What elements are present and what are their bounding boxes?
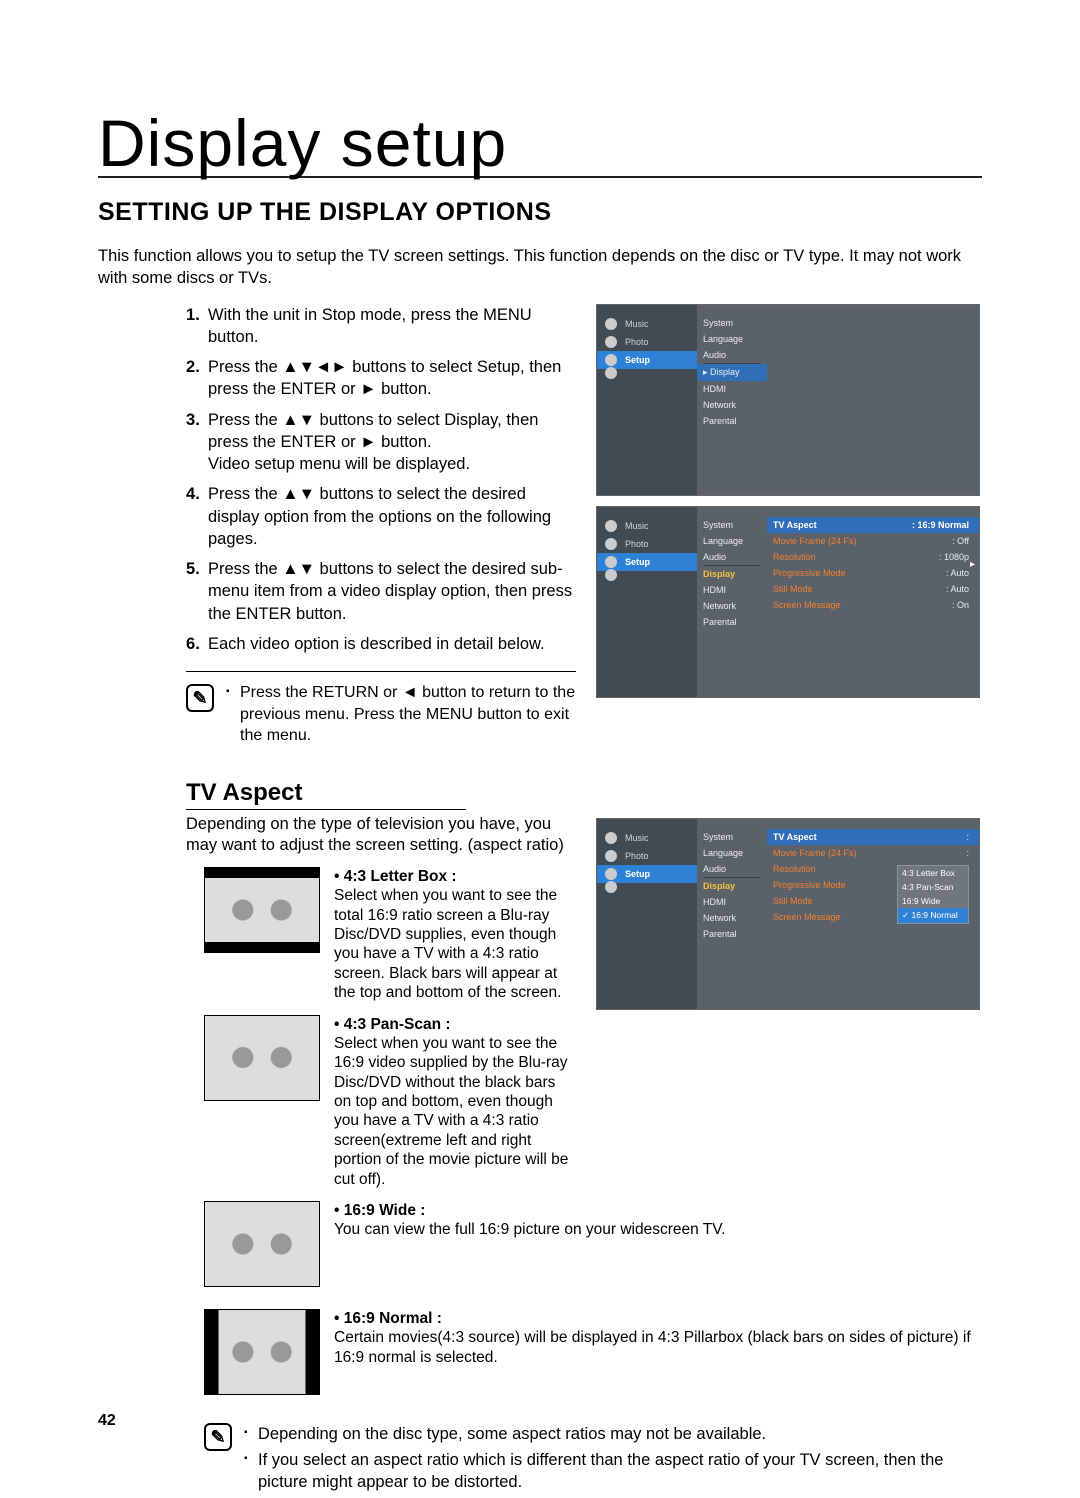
osd2-row-screenmsg: Screen MessageOn [767,597,979,613]
step-6: Each video option is described in detail… [186,633,576,655]
note-icon-2: ✎ [204,1423,232,1451]
aspect-item-normal: 16:9 Normal : Certain movies(4:3 source)… [204,1309,982,1395]
osd3-nav-photo: Photo [597,847,697,865]
osd3-nav-music: Music [597,829,697,847]
osd3-popup-2: 16:9 Wide [898,894,968,908]
osd3-menu-system: System [697,829,767,845]
osd2-menu-display: Display [697,566,767,582]
section-heading: SETTING UP THE DISPLAY OPTIONS [98,198,982,227]
aspect-text-2: You can view the full 16:9 picture on yo… [334,1220,982,1239]
osd2-menu-audio: Audio [697,549,767,565]
note-list-1: Press the RETURN or ◄ button to return t… [226,682,576,751]
osd3-popup-0: 4:3 Letter Box [898,866,968,880]
aspect-title-1: 4:3 Pan-Scan : [334,1015,576,1034]
footer-note-2: If you select an aspect ratio which is d… [244,1449,982,1494]
aspect-item-wide: 16:9 Wide : You can view the full 16:9 p… [204,1201,982,1287]
thumb-wide [204,1201,320,1287]
aspect-item-letterbox: 4:3 Letter Box : Select when you want to… [204,867,576,1003]
note-1: Press the RETURN or ◄ button to return t… [226,682,576,747]
osd1-menu-language: Language [697,331,767,347]
osd1-menu-hdmi: HDMI [697,381,767,397]
osd1-menu-display: Display [697,364,767,381]
osd2-nav-blank [597,571,697,579]
osd1-nav-blank [597,369,697,377]
osd-screenshot-2: Music Photo Setup System Language Audio … [596,506,980,698]
intro-text: This function allows you to setup the TV… [98,245,982,290]
osd3-popup-3: ✓ 16:9 Normal [898,908,968,923]
step-2: Press the ▲▼◄► buttons to select Setup, … [186,356,576,401]
step-3: Press the ▲▼ buttons to select Display, … [186,409,576,476]
osd2-menu-network: Network [697,598,767,614]
aspect-item-panscan: 4:3 Pan-Scan : Select when you want to s… [204,1015,576,1189]
osd2-menu-hdmi: HDMI [697,582,767,598]
osd-screenshot-1: Music Photo Setup System Language Audio … [596,304,980,496]
osd1-menu-system: System [697,315,767,331]
osd2-menu-language: Language [697,533,767,549]
osd2-row-aspect: TV Aspect16:9 Normal [767,517,979,533]
step-1: With the unit in Stop mode, press the ME… [186,304,576,349]
osd3-menu-network: Network [697,910,767,926]
thumb-letterbox [204,867,320,953]
aspect-text-3: Certain movies(4:3 source) will be displ… [334,1328,982,1367]
osd1-menu-audio: Audio [697,347,767,363]
osd2-menu-system: System [697,517,767,533]
osd2-row-progressive: Progressive ModeAuto [767,565,979,581]
osd3-popup-1: 4:3 Pan-Scan [898,880,968,894]
page-title: Display setup [98,110,982,178]
osd2-row-stillmode: Still ModeAuto [767,581,979,597]
aspect-text-0: Select when you want to see the total 16… [334,886,576,1002]
aspect-title-0: 4:3 Letter Box : [334,867,576,886]
tv-aspect-intro: Depending on the type of television you … [186,814,576,857]
osd2-nav-photo: Photo [597,535,697,553]
osd3-popup: 4:3 Letter Box 4:3 Pan-Scan 16:9 Wide ✓ … [897,865,969,924]
note-icon: ✎ [186,684,214,712]
step-4: Press the ▲▼ buttons to select the desir… [186,483,576,550]
osd3-row-aspect: TV Aspect: [767,829,979,845]
divider [186,671,576,672]
osd1-nav-music: Music [597,315,697,333]
osd3-menu-audio: Audio [697,861,767,877]
osd-screenshot-3: Music Photo Setup System Language Audio … [596,818,980,1010]
osd3-row-movieframe: Movie Frame (24 Fs): [767,845,979,861]
osd3-menu-hdmi: HDMI [697,894,767,910]
osd3-nav-blank [597,883,697,891]
osd3-menu-display: Display [697,878,767,894]
osd3-menu-language: Language [697,845,767,861]
osd2-row-movieframe: Movie Frame (24 Fs)Off [767,533,979,549]
chevron-right-icon: ▸ [970,559,975,570]
step-5: Press the ▲▼ buttons to select the desir… [186,558,576,625]
osd1-menu-parental: Parental [697,413,767,429]
osd1-menu-network: Network [697,397,767,413]
osd2-nav-music: Music [597,517,697,535]
osd3-menu-parental: Parental [697,926,767,942]
tv-aspect-heading: TV Aspect [186,779,466,810]
aspect-title-2: 16:9 Wide : [334,1201,982,1220]
osd1-nav-photo: Photo [597,333,697,351]
footer-note-1: Depending on the disc type, some aspect … [244,1423,982,1445]
aspect-text-1: Select when you want to see the 16:9 vid… [334,1034,576,1189]
instruction-steps: With the unit in Stop mode, press the ME… [98,304,576,656]
thumb-normal [204,1309,320,1395]
osd2-row-resolution: Resolution1080p [767,549,979,565]
thumb-panscan [204,1015,320,1101]
page-number: 42 [98,1412,116,1430]
footer-note-list: Depending on the disc type, some aspect … [244,1423,982,1498]
osd2-menu-parental: Parental [697,614,767,630]
aspect-title-3: 16:9 Normal : [334,1309,982,1328]
